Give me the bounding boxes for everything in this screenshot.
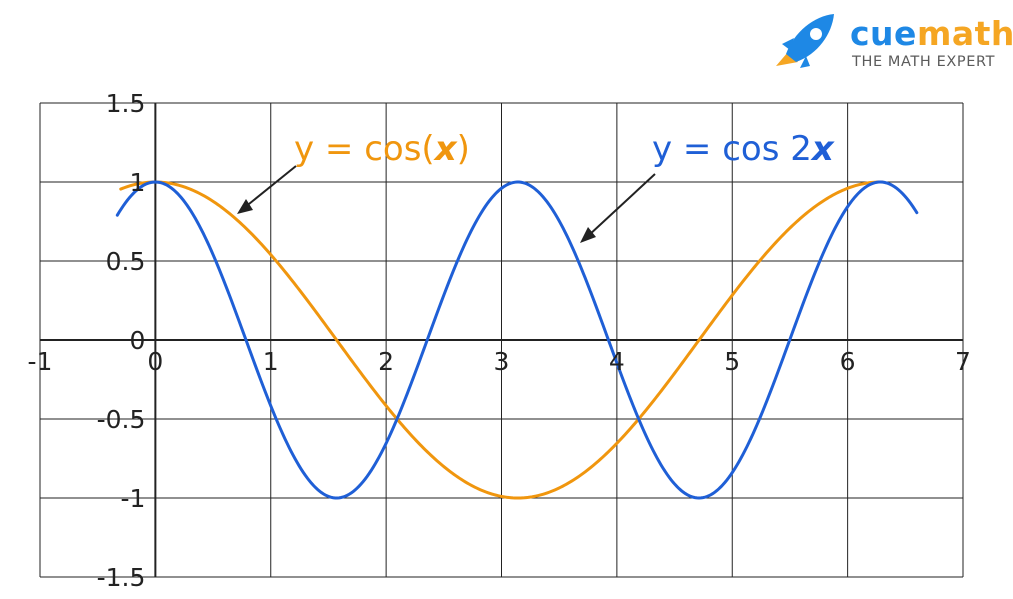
y-tick-label: -0.5 — [97, 405, 146, 434]
y-tick-label: 0 — [129, 326, 145, 355]
annotation-cos-x: y = cos(x) — [294, 129, 470, 169]
curves — [115, 180, 919, 500]
x-tick-label: -1 — [28, 347, 53, 376]
y-tick-label: 0.5 — [106, 247, 146, 276]
y-tick-label: 1 — [129, 168, 145, 197]
x-tick-label: 1 — [263, 347, 279, 376]
y-tick-label: -1.5 — [97, 563, 146, 592]
x-tick-label: 4 — [609, 347, 625, 376]
annotation-cos-x-text-b: ) — [457, 129, 470, 169]
brand-tagline: THE MATH EXPERT — [852, 54, 996, 70]
annotation-cos-2x-text-a: y = cos 2 — [652, 129, 812, 169]
y-tick-label: 1.5 — [106, 89, 146, 118]
annotation-cos-2x: y = cos 2x — [652, 129, 835, 169]
brand-name: cuemath — [850, 14, 1013, 53]
brand-name-cue: cue — [850, 14, 917, 53]
arrow-cos-2x — [580, 173, 656, 243]
grid — [39, 102, 964, 578]
series-line-cos2x — [115, 180, 919, 500]
annotation-cos-x-var: x — [433, 129, 458, 169]
tick-labels: -1 0 1 2 3 4 5 6 71.510.50-0.5-1-1.5 — [28, 89, 971, 592]
cuemath-logo — [768, 8, 1008, 78]
x-tick-label: 5 — [724, 347, 740, 376]
series-line-cosx — [119, 180, 884, 500]
arrow-cos-x — [237, 165, 297, 214]
x-tick-label: 2 — [378, 347, 394, 376]
y-tick-label: -1 — [120, 484, 145, 513]
x-tick-label: 3 — [494, 347, 510, 376]
annotation-cos-x-text-a: y = cos( — [294, 129, 435, 169]
x-tick-label: 6 — [840, 347, 856, 376]
x-tick-label: 7 — [955, 347, 971, 376]
annotation-cos-2x-var: x — [810, 129, 835, 169]
rocket-icon — [776, 14, 834, 68]
brand-name-math: math — [916, 14, 1013, 53]
x-tick-label: 0 — [147, 347, 163, 376]
